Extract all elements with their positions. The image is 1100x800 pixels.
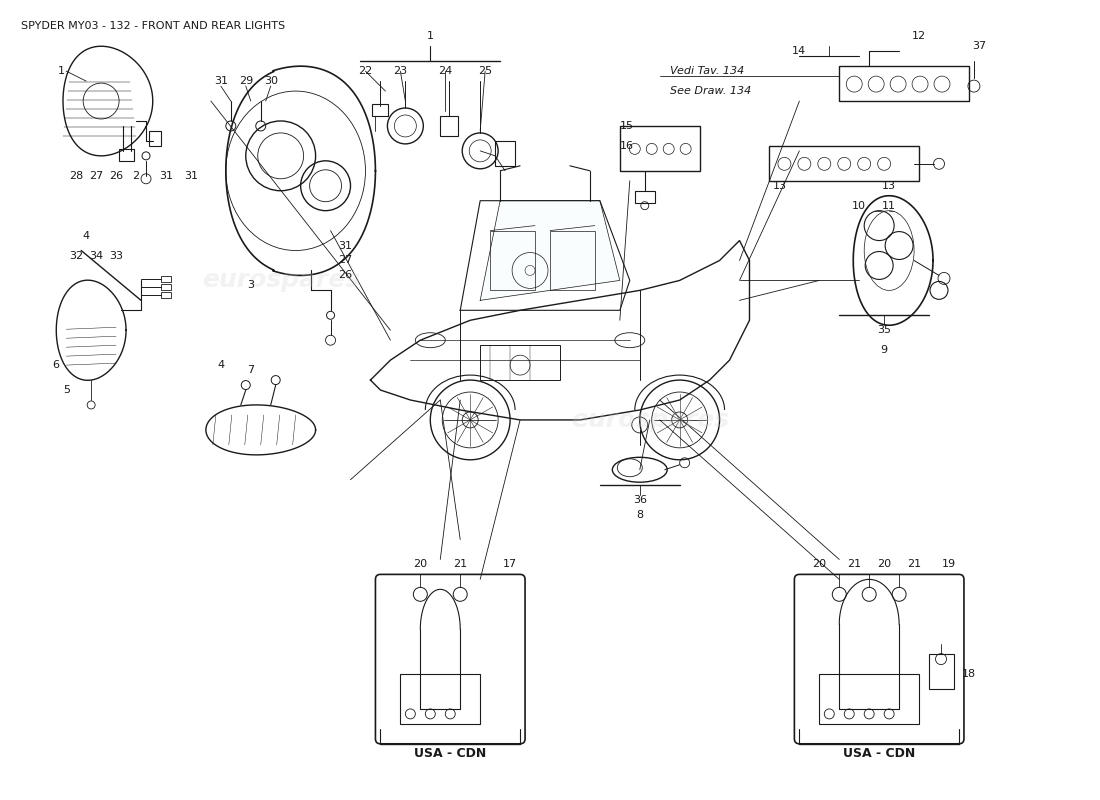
Text: 29: 29: [239, 76, 253, 86]
Bar: [161, 277, 170, 282]
Text: 24: 24: [438, 66, 452, 76]
Text: 13: 13: [882, 181, 896, 190]
Text: 4: 4: [82, 230, 90, 241]
Text: 1: 1: [427, 31, 433, 42]
Text: 10: 10: [852, 201, 866, 210]
Text: 4: 4: [218, 360, 224, 370]
Text: 11: 11: [882, 201, 896, 210]
Bar: [619, 126, 700, 170]
Text: 31: 31: [339, 241, 352, 250]
Text: 5: 5: [63, 385, 69, 395]
Text: 6: 6: [53, 360, 59, 370]
Text: 14: 14: [792, 46, 806, 56]
Text: 16: 16: [619, 141, 634, 151]
Text: eurospares: eurospares: [201, 269, 360, 293]
Text: 3: 3: [248, 280, 254, 290]
Text: See Draw. 134: See Draw. 134: [670, 86, 751, 96]
Text: 26: 26: [339, 270, 353, 281]
Text: 25: 25: [478, 66, 492, 76]
Text: 18: 18: [961, 669, 976, 679]
Text: USA - CDN: USA - CDN: [843, 747, 915, 760]
Text: 20: 20: [812, 559, 826, 570]
Text: 12: 12: [912, 31, 926, 42]
Bar: [495, 141, 515, 166]
Text: 32: 32: [69, 250, 84, 261]
Text: 20: 20: [877, 559, 891, 570]
Text: 31: 31: [184, 170, 198, 181]
Polygon shape: [481, 201, 619, 300]
Text: 19: 19: [942, 559, 956, 570]
Bar: [930, 654, 954, 689]
Text: 28: 28: [69, 170, 84, 181]
Bar: [148, 131, 161, 146]
Bar: [481, 345, 560, 380]
Bar: [161, 292, 170, 298]
Text: 21: 21: [453, 559, 468, 570]
Bar: [635, 190, 654, 202]
Text: 34: 34: [89, 250, 103, 261]
Text: 33: 33: [109, 250, 123, 261]
Bar: [400, 674, 481, 724]
Text: 35: 35: [877, 326, 891, 335]
Text: 31: 31: [160, 170, 173, 181]
Text: 37: 37: [972, 42, 986, 51]
Text: 9: 9: [881, 345, 888, 355]
Text: SPYDER MY03 - 132 - FRONT AND REAR LIGHTS: SPYDER MY03 - 132 - FRONT AND REAR LIGHT…: [21, 22, 286, 31]
Text: 30: 30: [264, 76, 277, 86]
Text: 7: 7: [248, 365, 254, 375]
Text: 17: 17: [503, 559, 517, 570]
Bar: [820, 674, 920, 724]
Bar: [373, 104, 388, 116]
Text: 8: 8: [636, 510, 644, 520]
Text: 20: 20: [414, 559, 428, 570]
Bar: [550, 230, 595, 290]
Bar: [769, 146, 920, 181]
Text: 13: 13: [772, 181, 786, 190]
Text: 2: 2: [132, 170, 140, 181]
Text: eurospares: eurospares: [571, 408, 729, 432]
Text: 27: 27: [89, 170, 103, 181]
Text: 23: 23: [394, 66, 407, 76]
Text: 36: 36: [632, 494, 647, 505]
Bar: [839, 66, 969, 101]
Text: Vedi Tav. 134: Vedi Tav. 134: [670, 66, 744, 76]
Bar: [491, 230, 535, 290]
Text: 22: 22: [359, 66, 373, 76]
Text: 1: 1: [57, 66, 65, 76]
Text: 27: 27: [339, 255, 353, 266]
Text: 21: 21: [847, 559, 861, 570]
Bar: [161, 285, 170, 290]
Text: 31: 31: [213, 76, 228, 86]
Bar: [119, 149, 134, 161]
Text: 21: 21: [908, 559, 921, 570]
Bar: [440, 116, 459, 136]
Text: 15: 15: [619, 121, 634, 131]
Text: 26: 26: [109, 170, 123, 181]
Text: USA - CDN: USA - CDN: [414, 747, 486, 760]
